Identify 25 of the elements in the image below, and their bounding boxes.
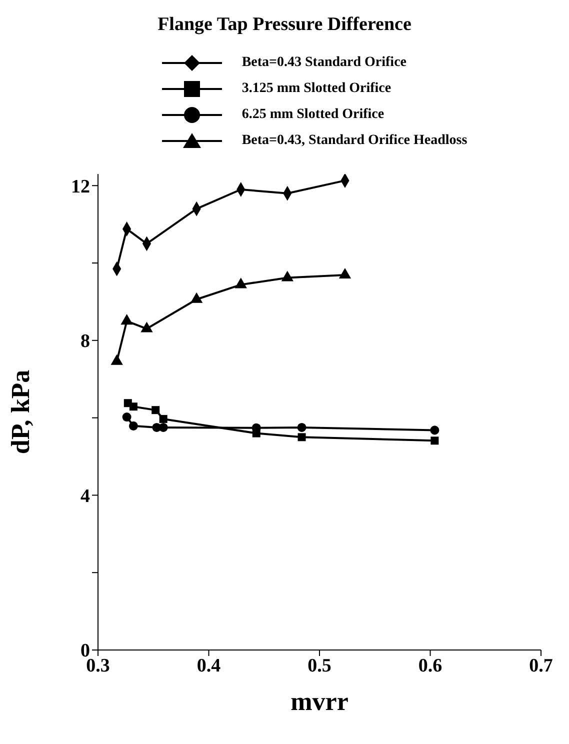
- x-tick-label: 0.7: [529, 655, 554, 676]
- point: [430, 426, 440, 435]
- x-tick-label: 0.4: [196, 655, 222, 676]
- y-axis-title: dP, kPa: [6, 370, 36, 454]
- y-tick-label: 4: [80, 486, 90, 507]
- point: [128, 421, 138, 430]
- point: [158, 422, 168, 432]
- legend-label: 6.25 mm Slotted Orifice: [242, 107, 384, 123]
- point: [129, 402, 138, 411]
- x-tick-label: 0.6: [418, 655, 442, 676]
- legend-label: Beta=0.43, Standard Orifice Headloss: [242, 133, 468, 149]
- x-axis-title: mvrr: [290, 687, 348, 716]
- x-tick-label: 0.3: [86, 655, 110, 676]
- legend-label: Beta=0.43 Standard Orifice: [242, 55, 406, 71]
- point: [122, 412, 132, 422]
- legend-label: 3.125 mm Slotted Orifice: [242, 81, 392, 97]
- point: [298, 433, 306, 442]
- x-tick-label: 0.5: [308, 655, 332, 676]
- y-tick-label: 8: [80, 331, 90, 352]
- y-tick-label: 12: [71, 176, 90, 198]
- point: [430, 436, 439, 445]
- point: [159, 414, 168, 423]
- point: [297, 422, 306, 432]
- point: [152, 406, 160, 414]
- chart-title: Flange Tap Pressure Difference: [156, 14, 412, 36]
